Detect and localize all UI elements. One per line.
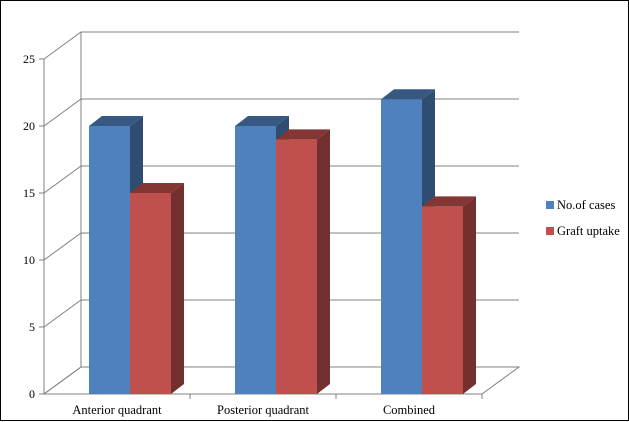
bar-side <box>171 183 184 394</box>
bar-front <box>89 126 130 394</box>
y-tick-label: 0 <box>29 387 35 401</box>
legend: No.of cases Graft uptake <box>546 198 620 238</box>
bar-2-1 <box>422 196 476 394</box>
bar-side <box>317 129 330 394</box>
x-tick-label: Combined <box>383 403 436 417</box>
bar-front <box>422 206 463 394</box>
bar-front <box>381 99 422 394</box>
x-tick-label: Anterior quadrant <box>72 403 162 417</box>
y-tick-label: 10 <box>23 253 35 267</box>
gridline <box>43 299 519 328</box>
y-tick-label: 25 <box>23 52 35 66</box>
bar-top <box>276 129 330 140</box>
bar-top <box>235 116 289 126</box>
y-tick-label: 5 <box>29 320 35 334</box>
x-tick-label: Posterior quadrant <box>217 403 310 417</box>
side-wall <box>43 32 82 395</box>
gridlines <box>43 31 519 328</box>
bar-front <box>235 126 276 394</box>
bars <box>89 89 476 394</box>
legend-swatch <box>546 201 554 209</box>
gridline <box>43 165 519 194</box>
y-tick-label: 20 <box>23 119 35 133</box>
bar-top <box>422 196 476 207</box>
bar-front <box>276 139 317 394</box>
bar-top <box>130 183 184 193</box>
bar-1-1 <box>276 129 330 394</box>
gridline <box>43 232 519 261</box>
legend-label: No.of cases <box>557 198 615 212</box>
y-tick-labels: 0 5 10 15 20 25 <box>23 52 35 401</box>
legend-label: Graft uptake <box>557 224 620 238</box>
bar-front <box>130 193 171 394</box>
bar-0-1 <box>130 183 184 394</box>
x-tick-labels: Anterior quadrant Posterior quadrant Combi… <box>72 403 435 417</box>
legend-swatch <box>546 227 554 235</box>
gridline <box>43 98 519 127</box>
bar-top <box>381 89 435 100</box>
bar-side <box>463 196 476 394</box>
y-tick-label: 15 <box>23 186 35 200</box>
bar-top <box>89 116 143 126</box>
gridline <box>43 31 519 60</box>
